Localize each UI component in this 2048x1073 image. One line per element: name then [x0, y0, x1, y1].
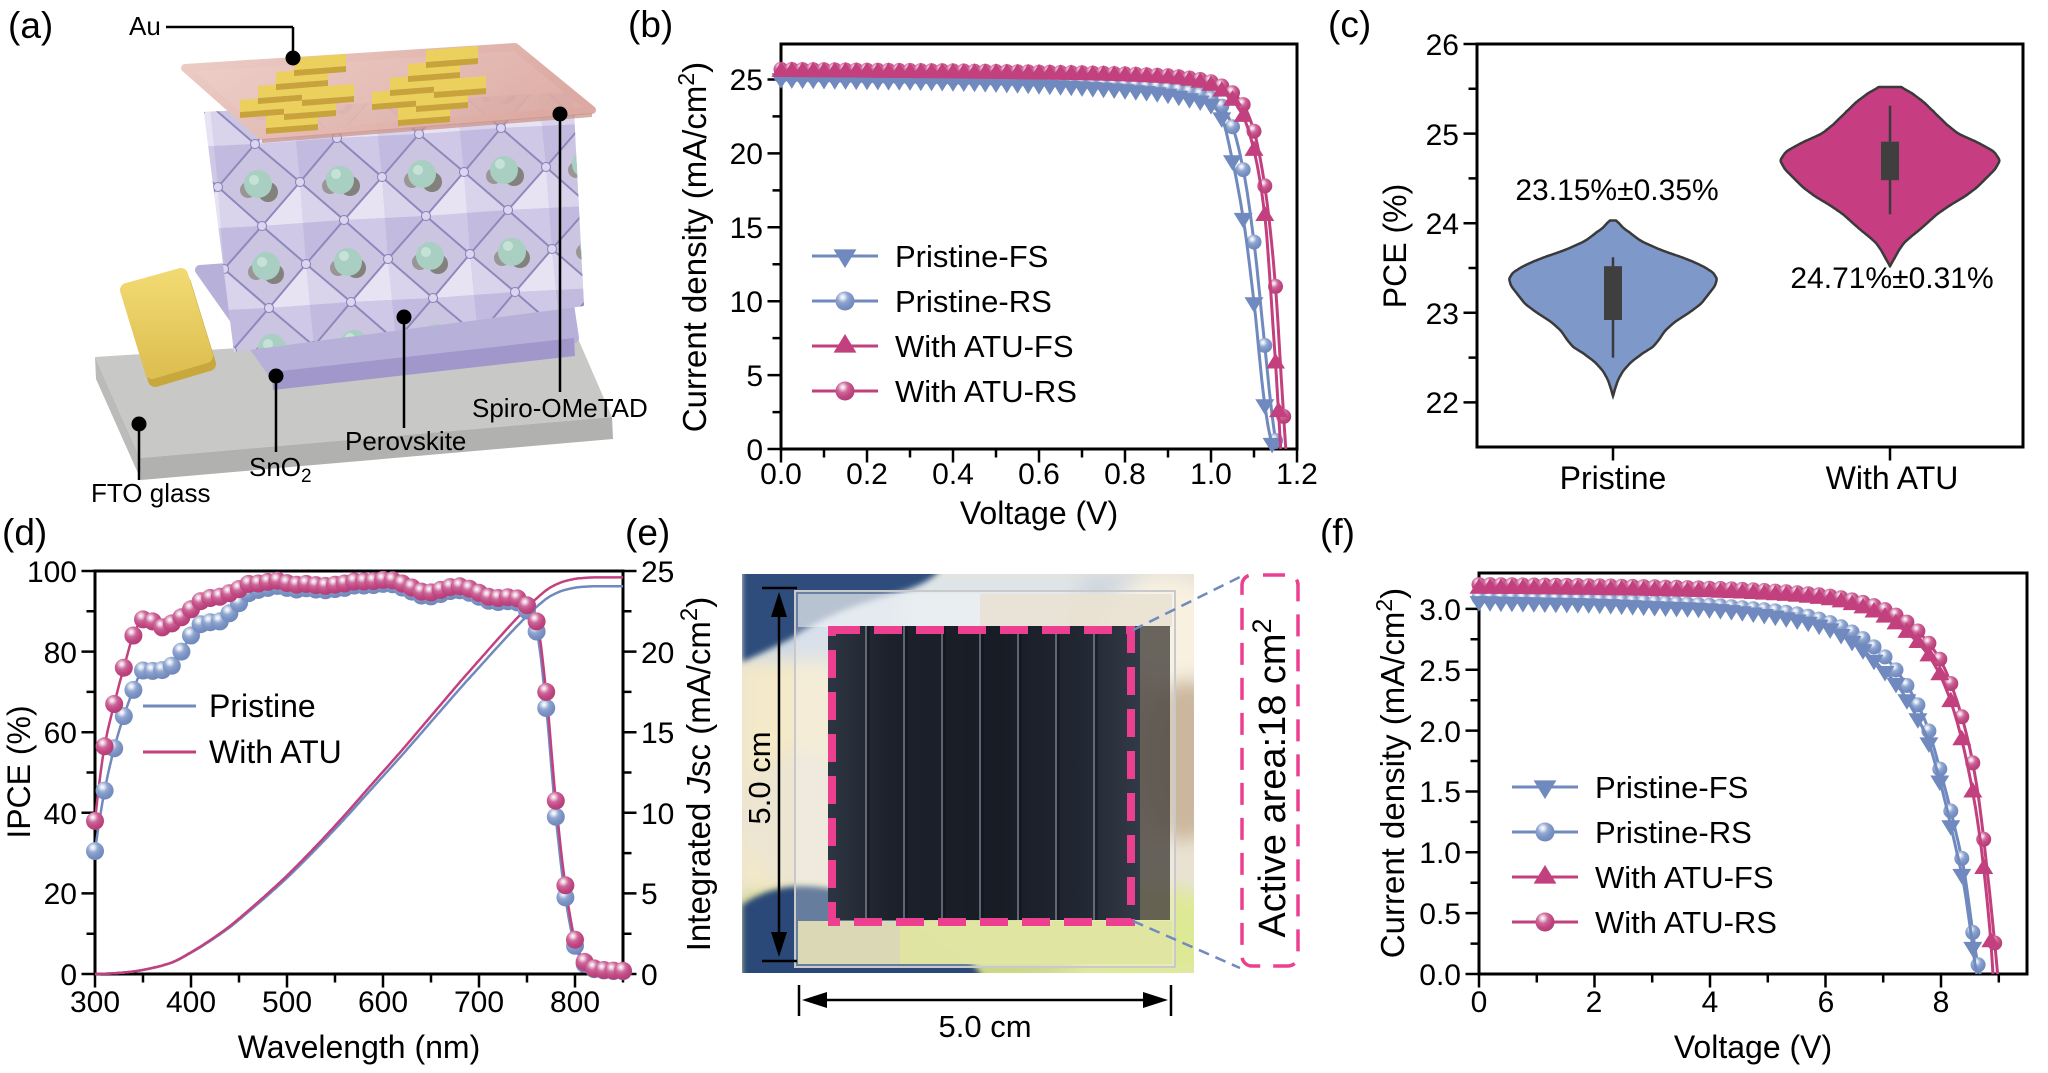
- svg-text:0.0: 0.0: [760, 458, 802, 491]
- svg-text:1.5: 1.5: [1419, 776, 1461, 809]
- svg-text:0: 0: [641, 959, 658, 992]
- svg-text:1.0: 1.0: [1190, 458, 1232, 491]
- svg-text:Spiro-OMeTAD: Spiro-OMeTAD: [472, 393, 648, 423]
- svg-text:With ATU: With ATU: [1826, 460, 1959, 496]
- svg-text:Current density (mA/cm2): Current density (mA/cm2): [673, 62, 713, 432]
- svg-text:With ATU-RS: With ATU-RS: [1595, 905, 1777, 940]
- svg-text:26: 26: [1426, 29, 1459, 62]
- svg-text:5.0 cm: 5.0 cm: [742, 731, 777, 824]
- svg-text:Pristine-FS: Pristine-FS: [1595, 770, 1748, 805]
- svg-text:700: 700: [454, 986, 504, 1019]
- svg-text:Current density (mA/cm2): Current density (mA/cm2): [1371, 588, 1411, 958]
- svg-text:2.5: 2.5: [1419, 655, 1461, 688]
- svg-text:With ATU-RS: With ATU-RS: [895, 374, 1077, 409]
- svg-text:(d): (d): [2, 512, 47, 553]
- svg-text:0.4: 0.4: [932, 458, 974, 491]
- svg-text:With ATU-FS: With ATU-FS: [1595, 860, 1774, 895]
- svg-text:Wavelength (nm): Wavelength (nm): [238, 1029, 480, 1065]
- svg-text:1.0: 1.0: [1419, 837, 1461, 870]
- svg-text:3.0: 3.0: [1419, 594, 1461, 627]
- svg-text:0: 0: [60, 959, 77, 992]
- svg-text:0: 0: [1471, 986, 1488, 1019]
- svg-text:Active area:18 cm2: Active area:18 cm2: [1247, 618, 1294, 937]
- svg-text:0.0: 0.0: [1419, 959, 1461, 992]
- svg-text:Integrated Jsc (mA/cm2): Integrated Jsc (mA/cm2): [676, 597, 717, 951]
- svg-text:(f): (f): [1320, 512, 1355, 553]
- svg-text:24: 24: [1426, 208, 1459, 241]
- svg-text:25: 25: [1426, 119, 1459, 152]
- svg-text:Pristine: Pristine: [209, 688, 316, 724]
- svg-text:Perovskite: Perovskite: [345, 426, 466, 456]
- svg-text:8: 8: [1933, 986, 1950, 1019]
- svg-text:800: 800: [550, 986, 600, 1019]
- svg-text:2: 2: [1586, 986, 1603, 1019]
- svg-text:Voltage (V): Voltage (V): [1674, 1029, 1832, 1065]
- svg-text:100: 100: [27, 556, 77, 589]
- svg-text:22: 22: [1426, 387, 1459, 420]
- svg-text:23.15%±0.35%: 23.15%±0.35%: [1515, 174, 1718, 207]
- svg-text:4: 4: [1702, 986, 1719, 1019]
- svg-text:0.5: 0.5: [1419, 898, 1461, 931]
- svg-text:5: 5: [641, 878, 658, 911]
- svg-text:Pristine-RS: Pristine-RS: [895, 284, 1052, 319]
- svg-text:25: 25: [730, 64, 763, 97]
- svg-text:5.0 cm: 5.0 cm: [938, 1009, 1031, 1044]
- svg-text:(b): (b): [628, 4, 673, 45]
- svg-text:0.2: 0.2: [846, 458, 888, 491]
- svg-text:15: 15: [641, 717, 674, 750]
- svg-text:40: 40: [44, 798, 77, 831]
- svg-text:600: 600: [358, 986, 408, 1019]
- svg-text:80: 80: [44, 637, 77, 670]
- svg-text:PCE (%): PCE (%): [1377, 184, 1413, 308]
- svg-text:500: 500: [262, 986, 312, 1019]
- svg-text:With ATU-FS: With ATU-FS: [895, 329, 1074, 364]
- svg-text:300: 300: [70, 986, 120, 1019]
- svg-text:1.2: 1.2: [1276, 458, 1318, 491]
- svg-text:0.6: 0.6: [1018, 458, 1060, 491]
- svg-text:5: 5: [746, 360, 763, 393]
- svg-text:Pristine: Pristine: [1560, 460, 1667, 496]
- svg-text:(c): (c): [1328, 4, 1371, 45]
- svg-text:Au: Au: [129, 11, 161, 41]
- svg-text:0.8: 0.8: [1104, 458, 1146, 491]
- svg-text:(a): (a): [8, 5, 53, 46]
- svg-text:23: 23: [1426, 298, 1459, 331]
- svg-text:(e): (e): [625, 512, 670, 553]
- svg-text:60: 60: [44, 717, 77, 750]
- svg-text:IPCE (%): IPCE (%): [1, 705, 37, 838]
- svg-text:15: 15: [730, 212, 763, 245]
- svg-text:10: 10: [641, 798, 674, 831]
- svg-text:FTO glass: FTO glass: [91, 478, 210, 508]
- svg-text:400: 400: [166, 986, 216, 1019]
- svg-text:25: 25: [641, 556, 674, 589]
- svg-text:2.0: 2.0: [1419, 716, 1461, 749]
- svg-text:20: 20: [44, 878, 77, 911]
- svg-text:With ATU: With ATU: [209, 734, 342, 770]
- svg-text:Voltage (V): Voltage (V): [960, 495, 1118, 531]
- svg-text:6: 6: [1818, 986, 1835, 1019]
- svg-text:24.71%±0.31%: 24.71%±0.31%: [1790, 262, 1993, 295]
- svg-text:Pristine-FS: Pristine-FS: [895, 239, 1048, 274]
- svg-text:0: 0: [746, 434, 763, 467]
- svg-text:10: 10: [730, 286, 763, 319]
- svg-text:Pristine-RS: Pristine-RS: [1595, 815, 1752, 850]
- svg-text:20: 20: [641, 637, 674, 670]
- svg-text:20: 20: [730, 138, 763, 171]
